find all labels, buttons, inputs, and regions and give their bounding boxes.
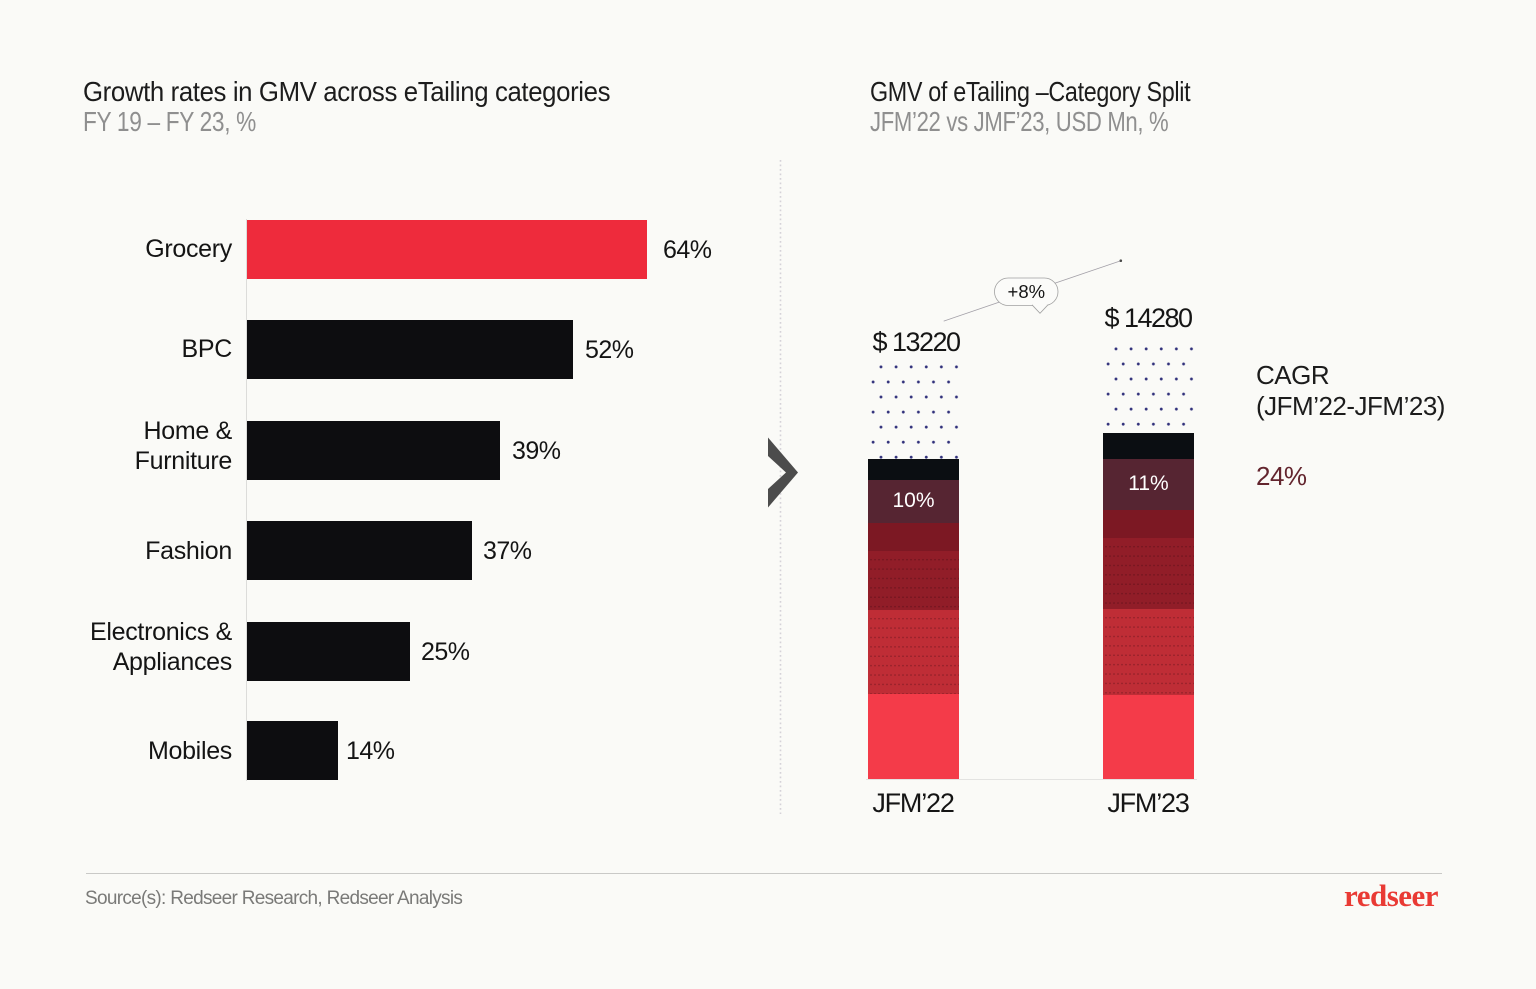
- svg-text:+8%: +8%: [1008, 281, 1046, 302]
